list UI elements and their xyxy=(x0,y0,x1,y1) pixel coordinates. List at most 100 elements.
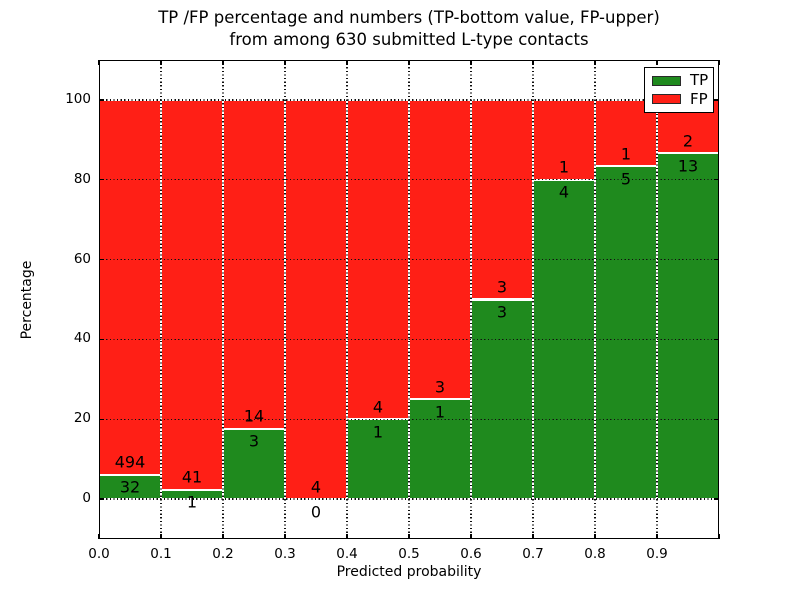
y-tick-right xyxy=(714,418,719,420)
gridline-x-0.2 xyxy=(222,60,224,539)
x-tick-top xyxy=(98,60,100,65)
legend-label-tp: TP xyxy=(690,71,709,90)
fp-count-label-9: 2 xyxy=(682,131,694,151)
x-tick-bottom xyxy=(284,534,286,539)
fp-count-label-8: 1 xyxy=(620,144,632,164)
gridline-x-0.3 xyxy=(284,60,286,539)
x-tick-bottom xyxy=(222,534,224,539)
x-tick-label-0.0: 0.0 xyxy=(88,546,110,562)
y-tick-label-60: 60 xyxy=(73,250,91,267)
legend-label-fp: FP xyxy=(690,89,708,108)
x-tick-label-0.4: 0.4 xyxy=(336,546,358,562)
x-tick-label-0.2: 0.2 xyxy=(212,546,234,562)
bar-fp-segment-2 xyxy=(223,99,285,429)
fp-count-label-2: 14 xyxy=(243,406,265,426)
gridline-x-0.7 xyxy=(532,60,534,539)
x-tick-bottom xyxy=(408,534,410,539)
gridline-y-60 xyxy=(99,258,719,261)
gridline-x-0.4 xyxy=(346,60,348,539)
fp-count-label-3: 4 xyxy=(310,477,322,497)
x-tick-top xyxy=(160,60,162,65)
x-tick-bottom xyxy=(532,534,534,539)
x-tick-top xyxy=(470,60,472,65)
x-tick-top xyxy=(284,60,286,65)
y-tick-label-20: 20 xyxy=(73,410,91,427)
x-tick-top xyxy=(408,60,410,65)
x-tick-label-0.3: 0.3 xyxy=(274,546,296,562)
x-tick-bottom xyxy=(98,534,100,539)
bar-tp-segment-8 xyxy=(595,166,657,500)
tp-count-label-9: 13 xyxy=(677,156,699,176)
legend-item-tp: TP xyxy=(652,73,713,88)
y-tick-right xyxy=(714,99,719,101)
x-tick-bottom xyxy=(656,534,658,539)
tp-count-label-7: 4 xyxy=(558,182,570,202)
gridline-y-40 xyxy=(99,338,719,340)
x-tick-label-0.9: 0.9 xyxy=(646,546,668,562)
y-tick-right xyxy=(714,498,719,500)
tp-count-label-0: 32 xyxy=(119,477,141,497)
tp-count-label-6: 3 xyxy=(496,302,508,322)
y-tick-right xyxy=(714,179,719,181)
bar-fp-segment-6 xyxy=(471,99,533,300)
x-tick-label-0.5: 0.5 xyxy=(398,546,420,562)
x-tick-bottom xyxy=(718,534,720,539)
bar-tp-segment-6 xyxy=(471,299,533,500)
bar-tp-segment-9 xyxy=(657,153,719,500)
x-tick-bottom xyxy=(470,534,472,539)
y-axis-label: Percentage xyxy=(19,260,35,340)
tp-count-label-3: 0 xyxy=(310,502,322,522)
fp-count-label-0: 494 xyxy=(114,452,146,472)
x-tick-top xyxy=(532,60,534,65)
y-tick-right xyxy=(714,338,719,341)
y-tick-left xyxy=(99,179,104,181)
x-tick-top xyxy=(594,60,596,65)
gridline-y-0 xyxy=(99,498,719,500)
bar-fp-segment-1 xyxy=(161,99,223,490)
x-tick-label-0.8: 0.8 xyxy=(584,546,606,562)
fp-count-label-1: 41 xyxy=(181,467,203,487)
y-tick-left xyxy=(99,418,104,420)
gridline-x-0.5 xyxy=(408,60,410,539)
x-tick-top xyxy=(656,60,658,65)
tp-count-label-2: 3 xyxy=(248,431,260,451)
x-axis-label: Predicted probability xyxy=(336,564,482,580)
tp-count-label-1: 1 xyxy=(186,492,198,512)
fp-count-label-6: 3 xyxy=(496,277,508,297)
tp-count-label-4: 1 xyxy=(372,422,384,442)
gridline-y-80 xyxy=(99,179,719,181)
bar-fp-segment-5 xyxy=(409,99,471,400)
legend: TP FP xyxy=(644,67,714,113)
plot-area: 494 32 41 1 14 3 4 0 4 1 3 1 3 3 1 4 1 5 2 13 xyxy=(98,60,720,539)
y-tick-left xyxy=(99,498,104,500)
fp-count-label-4: 4 xyxy=(372,397,384,417)
fp-swatch-icon xyxy=(652,94,681,105)
tp-swatch-icon xyxy=(652,75,681,86)
y-tick-label-40: 40 xyxy=(73,330,91,347)
tp-count-label-8: 5 xyxy=(620,169,632,189)
gridline-x-0.9 xyxy=(656,60,658,539)
chart-title-line1: TP /FP percentage and numbers (TP-bottom… xyxy=(158,8,660,27)
y-tick-label-0: 0 xyxy=(82,490,91,507)
x-tick-top xyxy=(346,60,348,65)
y-tick-right xyxy=(714,258,719,261)
fp-count-label-7: 1 xyxy=(558,157,570,177)
chart-title: TP /FP percentage and numbers (TP-bottom… xyxy=(99,7,719,50)
x-tick-bottom xyxy=(160,534,162,539)
tp-count-label-5: 1 xyxy=(434,402,446,422)
bar-tp-segment-2 xyxy=(223,428,285,500)
gridline-y-20 xyxy=(99,418,719,420)
y-tick-left xyxy=(99,258,104,261)
bar-fp-segment-3 xyxy=(285,99,347,500)
gridline-x-0.8 xyxy=(594,60,596,539)
chart-title-line2: from among 630 submitted L-type contacts xyxy=(229,29,589,49)
gridline-x-0.6 xyxy=(470,60,472,539)
x-tick-bottom xyxy=(346,534,348,539)
x-tick-top xyxy=(222,60,224,65)
x-tick-label-0.7: 0.7 xyxy=(522,546,544,562)
y-tick-left xyxy=(99,99,104,101)
x-tick-bottom xyxy=(594,534,596,539)
gridline-x-0.1 xyxy=(160,60,162,539)
x-tick-label-0.6: 0.6 xyxy=(460,546,482,562)
